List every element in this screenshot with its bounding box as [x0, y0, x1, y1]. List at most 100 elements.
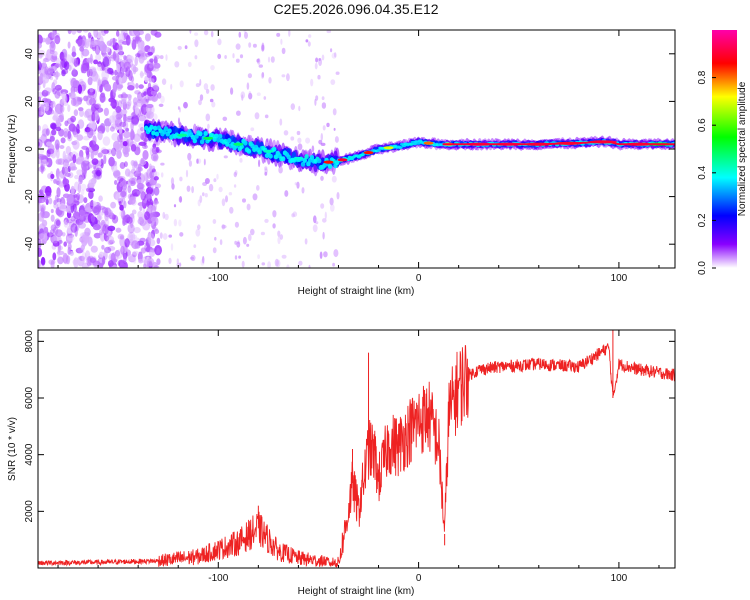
- noise-blob: [97, 79, 102, 87]
- noise-blob: [127, 55, 134, 63]
- noise-blob: [219, 239, 223, 246]
- noise-blob: [73, 257, 79, 268]
- noise-blob: [247, 73, 252, 79]
- ridge-segment: [198, 131, 203, 137]
- noise-blob: [114, 117, 123, 128]
- noise-blob: [154, 31, 162, 38]
- noise-blob: [109, 102, 117, 107]
- ridge-segment: [226, 138, 232, 144]
- noise-blob: [85, 95, 93, 106]
- noise-blob: [88, 179, 96, 188]
- snr-ylabel: SNR (10 * v/v): [7, 417, 18, 481]
- noise-blob: [159, 232, 163, 239]
- noise-blob: [258, 159, 261, 168]
- noise-blob: [274, 258, 279, 267]
- noise-blob: [162, 233, 168, 240]
- noise-blob: [153, 186, 160, 196]
- noise-blob: [38, 212, 45, 222]
- noise-blob: [59, 98, 65, 108]
- noise-blob: [138, 141, 147, 146]
- noise-blob: [128, 70, 133, 81]
- noise-blob: [63, 219, 69, 228]
- noise-blob: [123, 246, 129, 252]
- noise-blob: [317, 74, 321, 80]
- ridge-segment: [273, 154, 279, 160]
- noise-blob: [264, 166, 268, 171]
- noise-blob: [305, 39, 309, 43]
- noise-blob: [134, 105, 139, 116]
- noise-blob: [91, 143, 100, 152]
- noise-blob: [176, 262, 182, 267]
- noise-blob: [193, 244, 197, 249]
- noise-blob: [116, 30, 120, 37]
- noise-blob: [179, 262, 182, 267]
- ridge-segment: [246, 148, 252, 154]
- ridge-segment: [309, 155, 315, 160]
- noise-blob: [140, 127, 145, 132]
- noise-blob: [143, 161, 149, 169]
- noise-blob: [90, 214, 95, 223]
- noise-blob: [221, 224, 226, 230]
- noise-blob: [146, 257, 155, 267]
- noise-blob: [334, 136, 339, 143]
- noise-blob: [42, 74, 50, 84]
- noise-blob: [61, 69, 66, 77]
- noise-blob: [76, 192, 81, 201]
- noise-blob: [70, 115, 76, 123]
- noise-blob: [55, 126, 62, 132]
- noise-blob: [176, 258, 179, 265]
- noise-blob: [281, 254, 287, 259]
- noise-blob: [242, 198, 246, 203]
- noise-blob: [131, 115, 140, 125]
- noise-blob: [48, 259, 56, 265]
- noise-blob: [152, 83, 159, 91]
- noise-blob: [59, 145, 65, 149]
- noise-blob: [198, 99, 202, 106]
- y-tick-label: 20: [24, 95, 35, 107]
- noise-blob: [45, 192, 52, 198]
- noise-blob: [91, 70, 99, 82]
- noise-blob: [232, 53, 235, 59]
- noise-blob: [56, 198, 62, 203]
- noise-blob: [258, 64, 263, 68]
- noise-blob: [322, 125, 326, 131]
- noise-blob: [261, 262, 266, 266]
- noise-blob: [160, 162, 165, 166]
- noise-blob: [267, 261, 271, 268]
- noise-blob: [98, 251, 104, 258]
- noise-blob: [179, 176, 183, 182]
- ridge-segment: [398, 146, 403, 150]
- noise-blob: [106, 40, 113, 47]
- noise-blob: [84, 127, 91, 133]
- noise-blob: [156, 237, 161, 245]
- noise-blob: [225, 195, 228, 203]
- noise-blob: [76, 123, 80, 134]
- noise-blob: [199, 94, 204, 101]
- noise-blob: [101, 52, 108, 58]
- noise-blob: [170, 141, 173, 146]
- noise-blob: [75, 221, 80, 232]
- noise-blob: [38, 247, 43, 257]
- noise-blob: [62, 252, 68, 264]
- noise-blob: [49, 41, 56, 52]
- noise-blob: [79, 109, 84, 117]
- ridge-segment: [412, 142, 417, 146]
- noise-blob: [120, 93, 128, 99]
- noise-blob: [320, 133, 323, 141]
- noise-blob: [118, 51, 125, 56]
- noise-blob: [152, 171, 160, 177]
- noise-blob: [88, 130, 96, 136]
- noise-blob: [173, 218, 178, 227]
- noise-blob: [71, 69, 78, 77]
- noise-blob: [114, 69, 118, 76]
- noise-blob: [64, 120, 69, 127]
- noise-blob: [38, 34, 43, 45]
- noise-blob: [256, 92, 261, 96]
- noise-blob: [252, 43, 257, 48]
- colorbar-gradient: [712, 30, 737, 268]
- noise-blob: [41, 128, 50, 137]
- noise-blob: [82, 135, 91, 141]
- noise-blob: [81, 252, 87, 262]
- spectrogram-panel: -100 0 100 -40 -20 0 20 40 Height of straight l…: [7, 29, 676, 297]
- noise-blob: [63, 241, 67, 247]
